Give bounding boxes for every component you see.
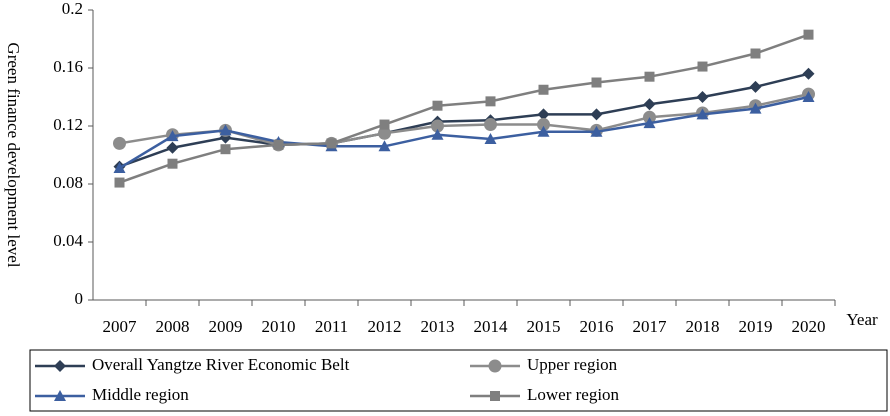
marker: [378, 140, 391, 152]
series-line: [119, 72, 809, 168]
x-tick-label: 2013: [421, 317, 455, 336]
marker: [166, 130, 179, 142]
y-tick-label: 0.04: [53, 231, 83, 250]
x-tick-label: 2012: [368, 317, 402, 336]
y-tick-label: 0.12: [53, 115, 83, 134]
marker: [802, 91, 815, 102]
x-tick-label: 2018: [686, 317, 720, 336]
marker: [749, 102, 762, 114]
marker: [537, 108, 550, 121]
marker: [697, 61, 708, 72]
marker: [431, 128, 444, 140]
marker: [431, 119, 444, 133]
legend-label: Upper region: [527, 355, 618, 374]
x-tick-label: 2009: [209, 317, 243, 336]
marker: [113, 162, 126, 174]
x-tick-label: 2011: [315, 317, 348, 336]
marker: [379, 119, 390, 130]
marker: [537, 118, 550, 132]
marker: [643, 98, 656, 111]
x-tick-label: 2015: [527, 317, 561, 336]
x-tick-label: 2020: [792, 317, 826, 336]
legend-label: Overall Yangtze River Economic Belt: [92, 355, 350, 374]
marker: [696, 91, 709, 103]
y-tick-label: 0.16: [53, 57, 83, 76]
marker: [750, 48, 761, 59]
marker: [484, 118, 497, 132]
marker: [220, 144, 231, 155]
legend-marker: [490, 391, 500, 401]
marker: [378, 126, 391, 140]
marker: [113, 136, 126, 150]
series-line: [118, 95, 809, 170]
x-axis-label: Year: [846, 310, 878, 329]
marker: [590, 125, 603, 137]
x-tick-label: 2008: [156, 317, 190, 336]
legend-box: [29, 349, 888, 412]
marker: [326, 138, 337, 149]
x-tick-label: 2017: [633, 317, 668, 336]
marker: [485, 96, 496, 107]
marker: [167, 158, 178, 169]
legend-marker: [54, 390, 66, 401]
marker: [643, 117, 656, 129]
x-tick-label: 2019: [739, 317, 773, 336]
marker: [644, 71, 655, 82]
marker: [484, 133, 497, 145]
y-tick-label: 0.08: [53, 173, 83, 192]
marker: [537, 125, 550, 137]
marker: [802, 67, 815, 80]
marker: [590, 108, 603, 121]
legend-label: Middle region: [92, 385, 189, 404]
series-line: [119, 33, 809, 184]
marker: [166, 141, 179, 154]
y-tick-label: 0: [75, 289, 84, 308]
y-tick-label: 0.2: [62, 0, 83, 18]
y-axis-label: Green finance development level: [4, 42, 23, 267]
x-tick-label: 2016: [580, 317, 614, 336]
marker: [432, 100, 443, 111]
legend-marker: [488, 359, 502, 373]
marker: [803, 29, 814, 40]
x-tick-label: 2007: [103, 317, 138, 336]
marker: [538, 84, 549, 95]
marker: [219, 124, 232, 136]
marker: [273, 139, 284, 150]
legend-marker: [54, 360, 66, 372]
marker: [696, 108, 709, 120]
marker: [749, 80, 762, 93]
marker: [114, 177, 125, 188]
x-tick-label: 2014: [474, 317, 509, 336]
legend-label: Lower region: [527, 385, 620, 404]
x-tick-label: 2010: [262, 317, 296, 336]
marker: [591, 77, 602, 88]
